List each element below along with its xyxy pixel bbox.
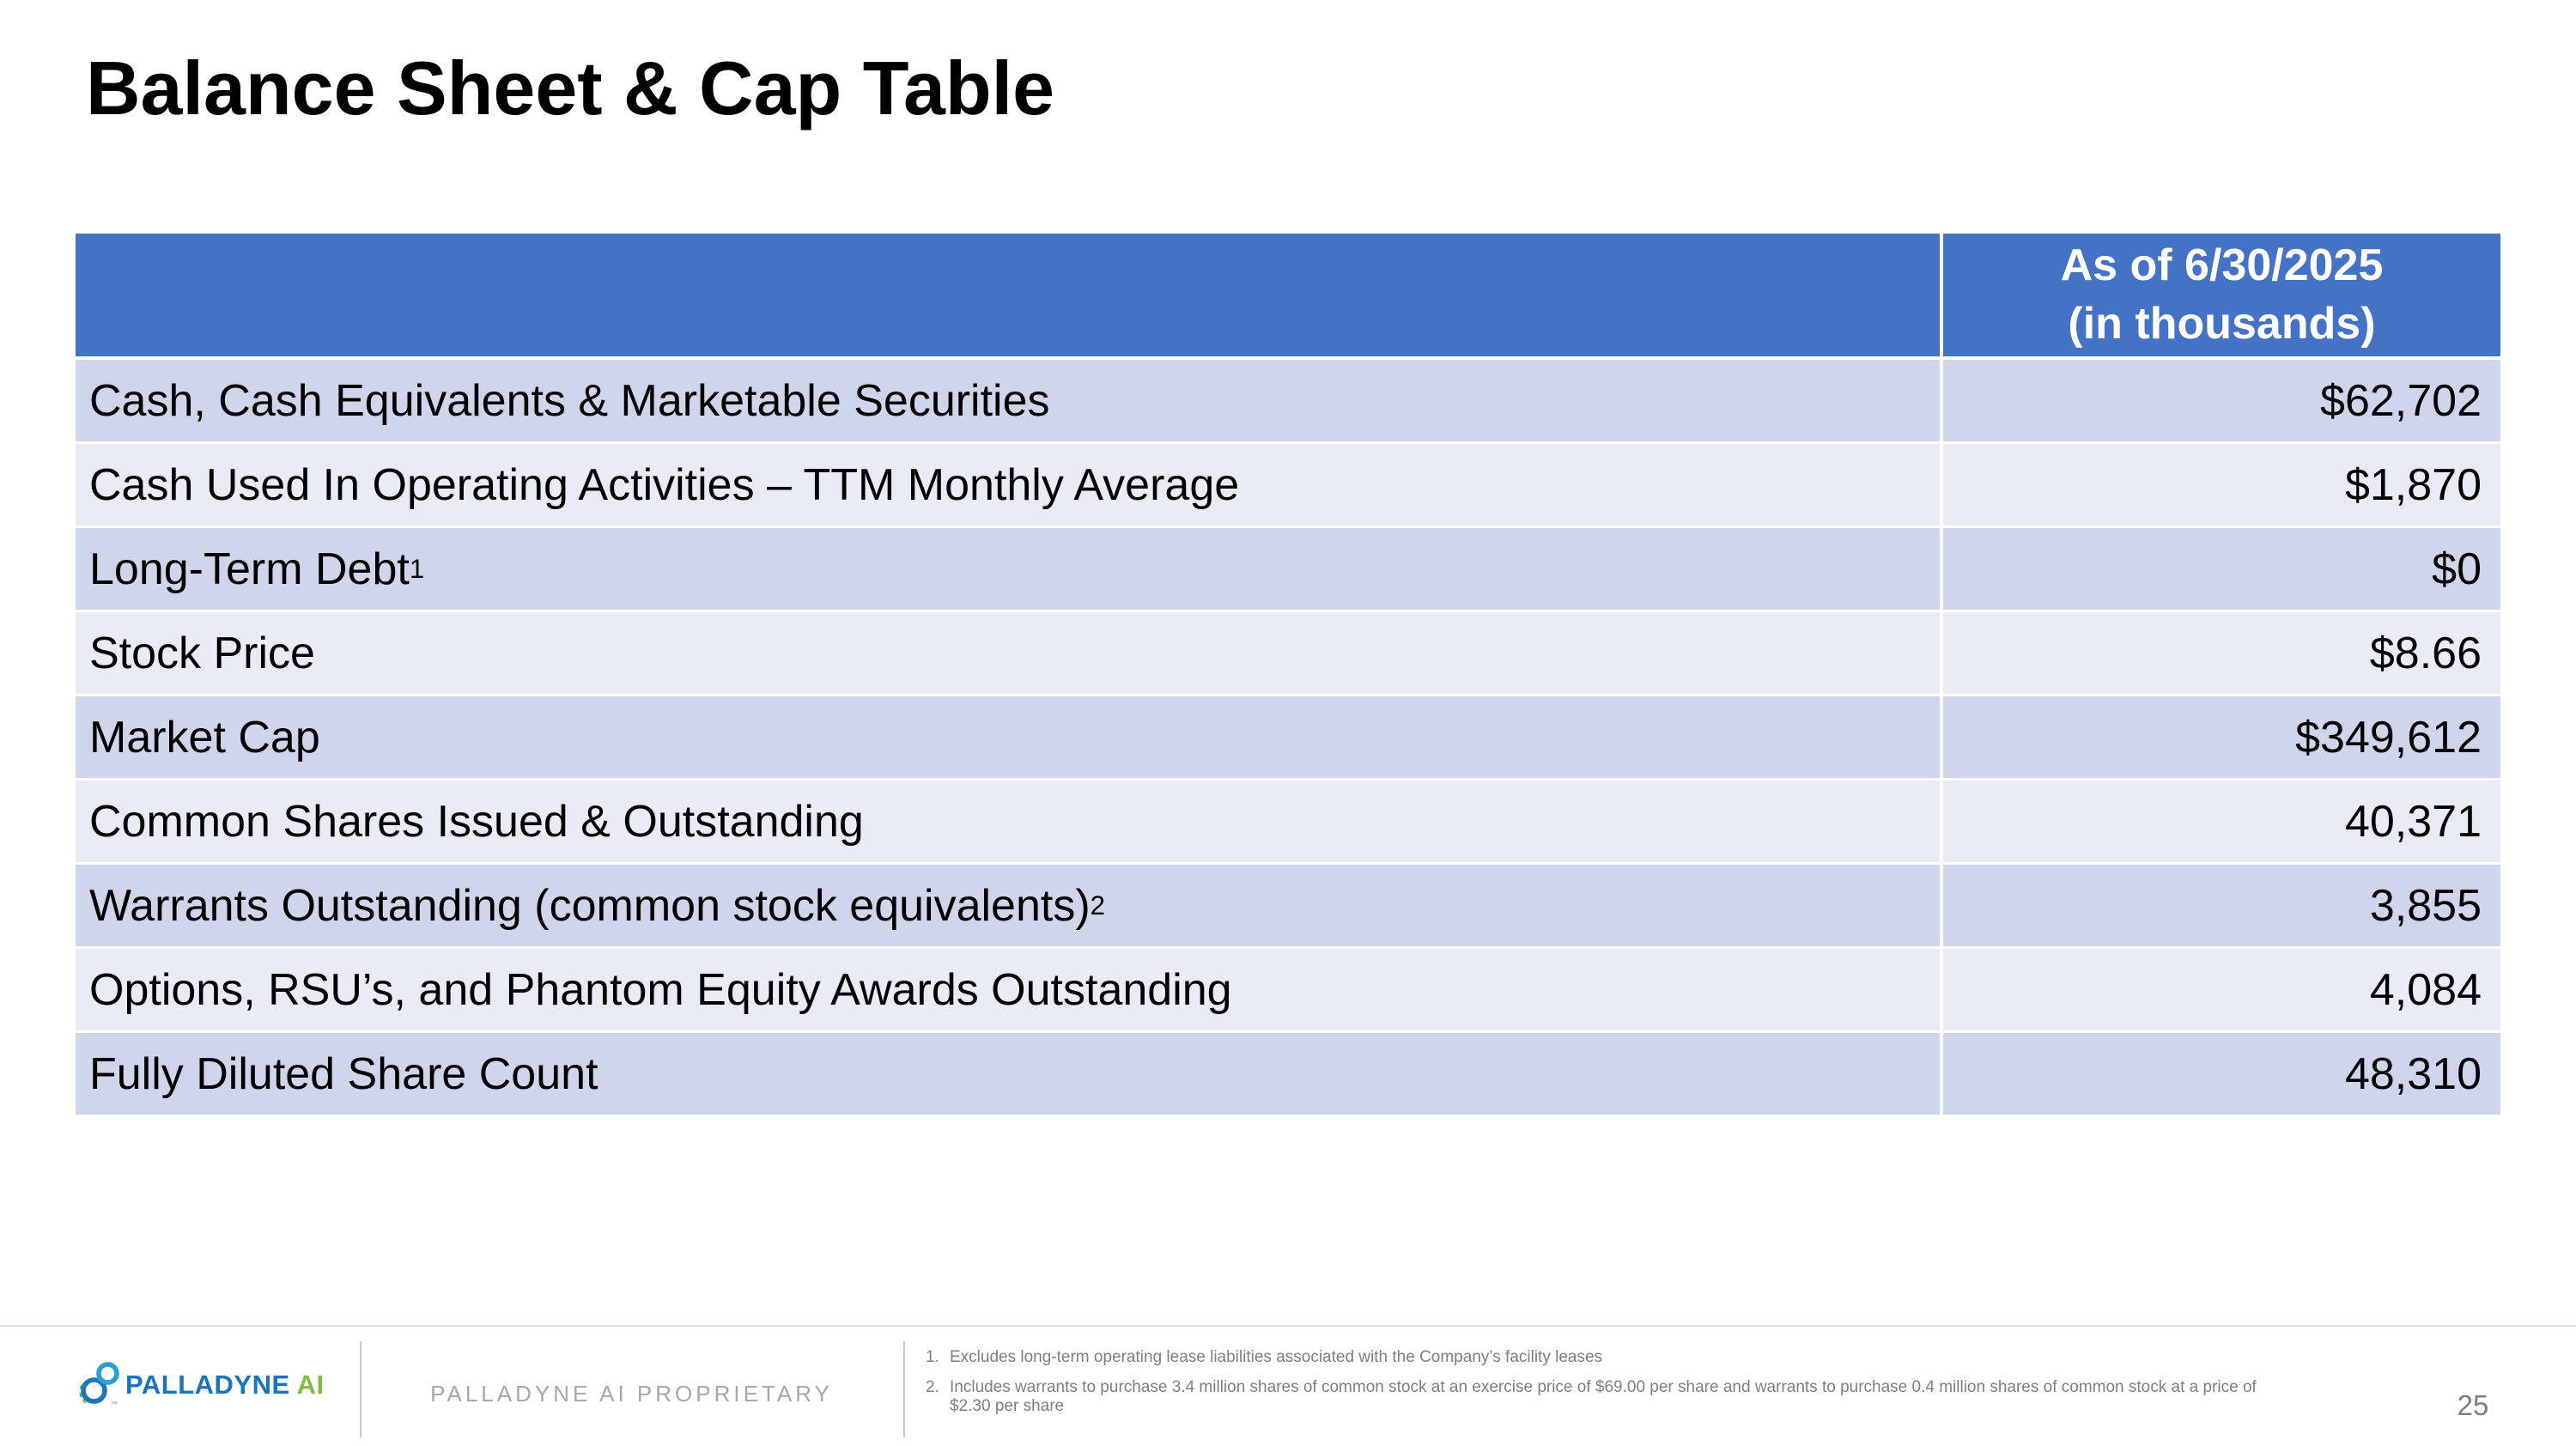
proprietary-notice: PALLADYNE AI PROPRIETARY — [430, 1381, 833, 1407]
palladyne-logo-text: PALLADYNE AI — [125, 1370, 325, 1400]
logo-brand-text: PALLADYNE — [125, 1370, 290, 1400]
table-header-line2: (in thousands) — [2068, 298, 2376, 349]
footer-vertical-divider — [903, 1341, 905, 1437]
footnote-1: 1. Excludes long-term operating lease li… — [926, 1348, 2300, 1367]
row-value: $1,870 — [1943, 444, 2500, 526]
row-value: 4,084 — [1943, 949, 2500, 1030]
row-label: Fully Diluted Share Count — [76, 1033, 1940, 1115]
row-label: Long-Term Debt 1 — [76, 528, 1940, 610]
table-row: Long-Term Debt 1 $0 — [76, 528, 2500, 610]
row-value: $0 — [1943, 528, 2500, 610]
table-row: Cash, Cash Equivalents & Marketable Secu… — [76, 360, 2500, 441]
row-value: $349,612 — [1943, 696, 2500, 778]
footnote-2-number: 2. — [926, 1378, 939, 1396]
footnote-1-number: 1. — [926, 1348, 939, 1366]
page-title: Balance Sheet & Cap Table — [86, 46, 1055, 131]
footer-vertical-divider — [360, 1341, 361, 1437]
logo-suffix-text: AI — [296, 1370, 325, 1400]
row-label: Common Shares Issued & Outstanding — [76, 781, 1940, 862]
footer-divider-line — [0, 1325, 2576, 1327]
table-header-empty-cell — [76, 234, 1940, 356]
table-row: Common Shares Issued & Outstanding 40,37… — [76, 781, 2500, 862]
table-header-date-cell: As of 6/30/2025 (in thousands) — [1943, 234, 2500, 356]
row-value: 48,310 — [1943, 1033, 2500, 1115]
table-row: Options, RSU’s, and Phantom Equity Award… — [76, 949, 2500, 1030]
table-row: Market Cap $349,612 — [76, 696, 2500, 778]
page-number: 25 — [2457, 1389, 2489, 1421]
table-row: Fully Diluted Share Count 48,310 — [76, 1033, 2500, 1115]
table-row: Stock Price $8.66 — [76, 612, 2500, 694]
row-label: Cash Used In Operating Activities – TTM … — [76, 444, 1940, 526]
row-value: $62,702 — [1943, 360, 2500, 441]
palladyne-logo: ™ PALLADYNE AI — [79, 1362, 325, 1408]
footnote-2-text: Includes warrants to purchase 3.4 millio… — [950, 1378, 2257, 1415]
row-label: Options, RSU’s, and Phantom Equity Award… — [76, 949, 1940, 1030]
row-value: 40,371 — [1943, 781, 2500, 862]
row-value: $8.66 — [1943, 612, 2500, 694]
row-value: 3,855 — [1943, 865, 2500, 946]
footnote-2: 2. Includes warrants to purchase 3.4 mil… — [926, 1378, 2300, 1416]
row-label: Warrants Outstanding (common stock equiv… — [76, 865, 1940, 946]
row-label: Stock Price — [76, 612, 1940, 694]
palladyne-infinity-icon: ™ — [79, 1362, 119, 1408]
svg-text:™: ™ — [110, 1400, 118, 1408]
table-header-line1: As of 6/30/2025 — [2060, 240, 2384, 290]
table-row: Cash Used In Operating Activities – TTM … — [76, 444, 2500, 526]
footnote-1-text: Excludes long-term operating lease liabi… — [950, 1348, 1603, 1366]
footnotes: 1. Excludes long-term operating lease li… — [926, 1348, 2300, 1427]
balance-sheet-table: As of 6/30/2025 (in thousands) Cash, Cas… — [76, 234, 2500, 1117]
table-header-row: As of 6/30/2025 (in thousands) — [76, 234, 2500, 356]
row-label: Market Cap — [76, 696, 1940, 778]
row-label: Cash, Cash Equivalents & Marketable Secu… — [76, 360, 1940, 441]
table-row: Warrants Outstanding (common stock equiv… — [76, 865, 2500, 946]
